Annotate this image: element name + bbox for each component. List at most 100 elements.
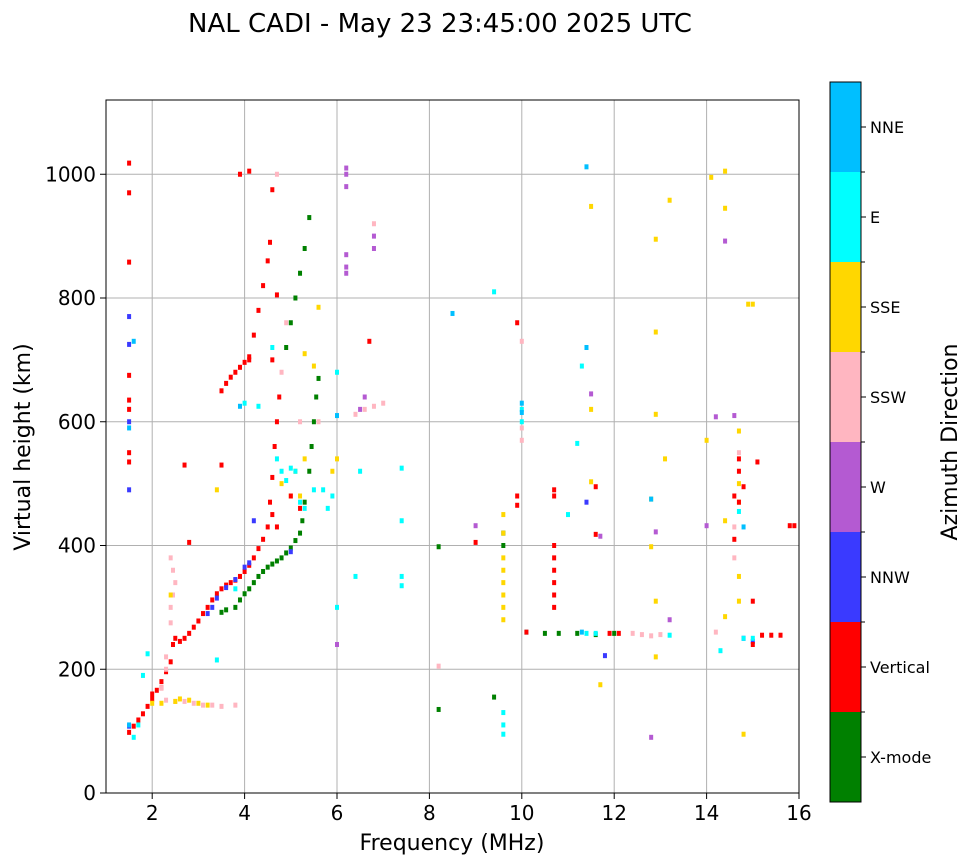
data-point-x-mode: [492, 694, 497, 700]
data-point-vertical: [210, 597, 215, 603]
data-point-w: [371, 246, 376, 251]
data-point-ssw: [519, 437, 524, 443]
data-point-ssw: [191, 700, 196, 706]
data-point-x-mode: [501, 543, 506, 548]
data-point-vertical: [233, 369, 238, 375]
data-point-vertical: [792, 523, 797, 529]
data-point-vertical: [177, 638, 182, 644]
data-point-e: [358, 468, 363, 474]
data-point-ssw: [170, 592, 175, 598]
data-point-vertical: [270, 187, 275, 193]
data-point-vertical: [150, 696, 155, 702]
data-point-x-mode: [233, 604, 238, 610]
data-point-sse: [501, 604, 506, 610]
data-point-x-mode: [247, 586, 252, 592]
data-point-sse: [750, 301, 755, 307]
data-point-ssw: [381, 400, 386, 406]
data-point-w: [344, 171, 349, 177]
data-point-vertical: [274, 292, 279, 298]
data-point-nnw: [205, 611, 210, 617]
data-point-vertical: [154, 687, 159, 693]
data-point-w: [362, 394, 367, 400]
data-point-x-mode: [307, 215, 312, 221]
data-point-vertical: [127, 397, 132, 403]
chart-title: NAL CADI - May 23 23:45:00 2025 UTC: [188, 9, 692, 39]
data-point-w: [653, 529, 658, 535]
data-point-vertical: [274, 524, 279, 530]
data-point-vertical: [367, 338, 372, 344]
data-point-x-mode: [288, 320, 293, 326]
data-point-ssw: [353, 411, 358, 417]
data-point-vertical: [237, 171, 242, 177]
data-point-x-mode: [556, 630, 561, 636]
data-point-vertical: [247, 168, 252, 174]
data-point-w: [344, 165, 349, 171]
data-point-nnw: [210, 604, 215, 610]
data-point-ssw: [316, 419, 321, 425]
data-point-e: [584, 630, 589, 636]
data-point-nnw: [247, 560, 252, 566]
data-point-sse: [741, 731, 746, 737]
data-point-x-mode: [293, 538, 298, 544]
data-point-ssw: [219, 703, 224, 709]
data-point-sse: [663, 456, 668, 462]
data-point-vertical: [127, 450, 132, 456]
data-point-sse: [168, 592, 173, 598]
data-point-vertical: [237, 364, 242, 370]
y-axis-ticks: 0 200 400 600 800 1000: [45, 162, 106, 805]
data-point-vertical: [298, 505, 303, 511]
data-point-vertical: [127, 259, 132, 265]
data-point-ssw: [201, 702, 206, 708]
data-point-e: [519, 419, 524, 425]
grid: [106, 100, 800, 794]
data-point-sse: [736, 598, 741, 604]
data-point-w: [344, 264, 349, 270]
data-point-ssw: [168, 620, 173, 626]
data-point-vertical: [288, 493, 293, 499]
colorbar-tick-label: W: [870, 478, 886, 497]
y-tick-label: 0: [83, 781, 96, 805]
data-point-sse: [667, 197, 672, 203]
data-point-e: [279, 468, 284, 474]
data-point-x-mode: [436, 706, 441, 712]
data-point-e: [242, 400, 247, 406]
data-point-vertical: [127, 729, 132, 735]
data-point-x-mode: [302, 499, 307, 505]
data-point-sse: [723, 205, 728, 211]
data-point-nnw: [127, 341, 132, 347]
data-point-sse: [736, 481, 741, 487]
data-point-sse: [723, 168, 728, 174]
data-point-vertical: [265, 524, 270, 530]
data-point-e: [750, 635, 755, 641]
data-point-sse: [187, 697, 192, 703]
data-point-sse: [501, 567, 506, 573]
data-point-vertical: [778, 632, 783, 638]
data-point-e: [214, 657, 219, 663]
data-point-vertical: [274, 419, 279, 425]
data-point-vertical: [256, 307, 261, 313]
y-tick-label: 600: [58, 410, 96, 434]
data-point-vertical: [201, 611, 206, 617]
data-point-vertical: [131, 723, 136, 729]
data-point-e: [353, 573, 358, 579]
data-point-x-mode: [436, 544, 441, 550]
data-point-e: [399, 573, 404, 579]
x-tick-label: 14: [694, 801, 719, 825]
data-point-ssw: [298, 419, 303, 425]
data-point-sse: [501, 580, 506, 586]
data-point-sse: [589, 479, 594, 485]
data-point-nnw: [127, 487, 132, 493]
data-point-x-mode: [309, 444, 314, 449]
data-point-ssw: [168, 604, 173, 610]
data-point-ssw: [630, 630, 635, 636]
data-point-x-mode: [311, 419, 316, 425]
data-point-sse: [311, 363, 316, 369]
data-point-x-mode: [274, 558, 279, 564]
data-point-nnw: [214, 595, 219, 601]
data-point-nnw: [251, 518, 256, 524]
data-point-nnw: [288, 549, 293, 555]
data-point-e: [335, 604, 339, 610]
data-point-vertical: [170, 642, 175, 647]
data-point-sse: [205, 702, 210, 708]
